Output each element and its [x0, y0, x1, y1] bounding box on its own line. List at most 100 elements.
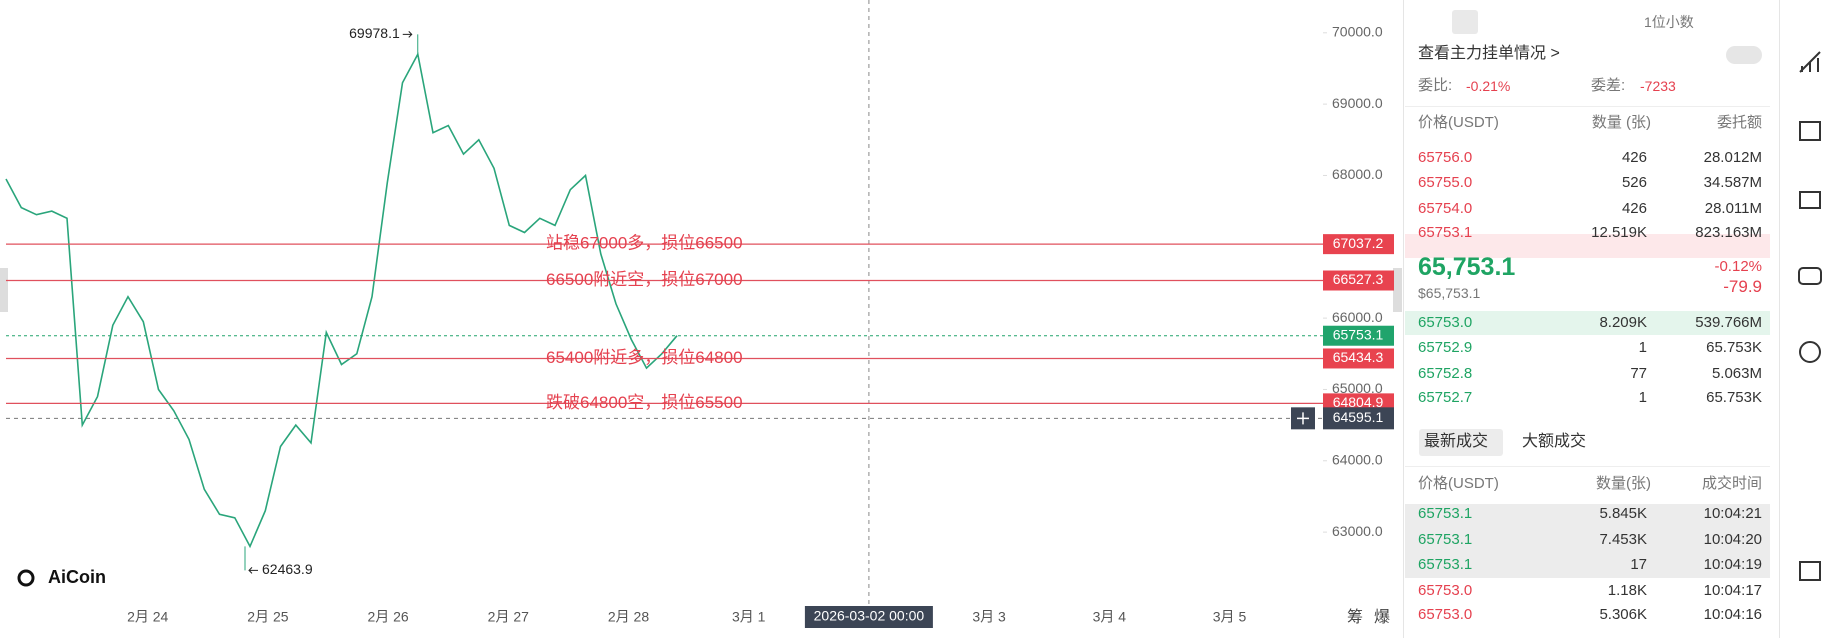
y-tick-label: 63000.0	[1332, 523, 1383, 539]
icon-layout[interactable]	[1799, 561, 1821, 581]
tab-active-bg	[1419, 429, 1503, 456]
panel-text: 10:04:20	[1703, 531, 1762, 548]
bottom-tab[interactable]: 爆	[1374, 607, 1390, 626]
panel-text: 65752.9	[1418, 339, 1473, 356]
sep	[1405, 106, 1770, 107]
panel-text: 10:04:19	[1703, 556, 1762, 573]
icon-etf[interactable]	[1799, 191, 1821, 209]
level-note: 65400附近多，损位64800	[546, 348, 743, 367]
crosshair-date-bg	[804, 606, 933, 628]
level-tag-bg	[1323, 234, 1394, 255]
panel-text: 10:04:17	[1703, 582, 1762, 599]
icon-chart[interactable]	[1799, 51, 1821, 73]
x-tick-label: 3月 4	[1093, 609, 1127, 625]
panel-text[interactable]: 查看主力挂单情况 >	[1418, 45, 1560, 62]
panel-text: 823.163M	[1695, 224, 1762, 241]
panel-text: 65753.1	[1418, 224, 1473, 241]
panel-text: -79.9	[1723, 277, 1762, 296]
panel-text: 数量 (张)	[1591, 114, 1651, 131]
panel-text: 委托额	[1716, 114, 1762, 131]
panel-text: 5.845K	[1599, 505, 1647, 522]
y-tick-label: 66000.0	[1332, 309, 1383, 325]
panel-text: 65752.8	[1418, 365, 1473, 382]
panel-text: 价格(USDT)	[1418, 114, 1499, 131]
icon-swap[interactable]	[1799, 341, 1821, 363]
bottom-tab[interactable]: 筹	[1347, 608, 1363, 626]
sidebar-icons	[1798, 51, 1822, 581]
toggle[interactable]	[1726, 46, 1762, 64]
panel-text: 77	[1630, 365, 1647, 382]
chart-bg	[0, 0, 1403, 638]
crosshair-date: 2026-03-02 00:00	[814, 608, 925, 624]
level-note: 66500附近空，损位67000	[546, 270, 743, 289]
panel-text: 34.587M	[1703, 174, 1762, 191]
panel-text: 65753.1	[1418, 531, 1473, 548]
low-label: 62463.9	[262, 561, 313, 577]
panel-text: -7233	[1640, 78, 1676, 94]
panel-text: 12.519K	[1591, 224, 1647, 241]
panel-text: 65752.7	[1418, 389, 1473, 406]
x-tick-label: 3月 3	[972, 609, 1006, 625]
panel-text: 65753.1	[1418, 556, 1473, 573]
level-tag-bg	[1323, 270, 1394, 291]
icon-bot[interactable]	[1798, 267, 1822, 285]
sep	[1405, 466, 1770, 467]
divider	[1403, 0, 1404, 638]
panel-text: 委比:	[1418, 77, 1453, 94]
level-tag: 64804.9	[1333, 394, 1384, 410]
panel-text: 65753.0	[1418, 314, 1473, 331]
panel-text[interactable]: 最新成交	[1424, 433, 1489, 450]
panel-text: 成交时间	[1701, 475, 1762, 492]
y-tick-label: 69000.0	[1332, 95, 1383, 111]
logo-icon	[17, 569, 35, 587]
panel-text: 28.012M	[1703, 149, 1762, 166]
level-tag: 65434.3	[1333, 349, 1384, 365]
panel-text: 65.753K	[1706, 389, 1762, 406]
trade-highlight	[1405, 504, 1770, 578]
x-tick-label: 3月 5	[1213, 609, 1247, 625]
x-tick-label: 2月 26	[367, 609, 408, 625]
level-note: 跌破64800空，损位65500	[546, 393, 743, 412]
panel-text[interactable]: 大额成交	[1522, 433, 1587, 450]
x-tick-label: 2月 24	[127, 609, 168, 625]
arrow	[248, 566, 258, 574]
panel-text: 5.306K	[1599, 606, 1647, 623]
plus-icon	[1297, 412, 1309, 425]
panel-text[interactable]: 1位小数	[1644, 14, 1694, 30]
panel-text: 数量(张)	[1596, 475, 1651, 492]
y-tick-label: 70000.0	[1332, 24, 1383, 40]
x-tick-label: 2月 28	[608, 609, 649, 625]
panel-text: -0.21%	[1466, 78, 1511, 94]
panel-text: 17	[1630, 556, 1647, 573]
x-tick-label: 2月 27	[488, 609, 529, 625]
panel-text: 10:04:21	[1703, 505, 1762, 522]
sidebar	[1779, 0, 1838, 638]
panel-text: 1	[1638, 389, 1647, 406]
collapse-handle[interactable]	[0, 268, 8, 312]
collapse-handle[interactable]	[1393, 268, 1402, 312]
panel-text: 65755.0	[1418, 174, 1473, 191]
panel-text: 价格(USDT)	[1418, 475, 1499, 492]
y-tick-label: 65000.0	[1332, 380, 1383, 396]
panel-text: 426	[1621, 149, 1647, 166]
current-tag: 65753.1	[1333, 326, 1384, 342]
high-label: 69978.1	[349, 25, 400, 41]
x-tick-label: 2月 25	[247, 609, 288, 625]
panel-text: -0.12%	[1714, 258, 1762, 275]
panel-text: 5.063M	[1711, 365, 1762, 382]
x-tick-label: 3月 1	[732, 609, 766, 625]
icon-kline[interactable]	[1799, 121, 1821, 141]
toolbar-active	[1452, 10, 1478, 34]
panel-text: 7.453K	[1599, 531, 1647, 548]
panel-text: 65753.0	[1418, 606, 1473, 623]
crosshair-tag: 64595.1	[1333, 409, 1384, 425]
arrow	[402, 31, 413, 38]
panel-text: 426	[1621, 200, 1647, 217]
panel-text: 539.766M	[1695, 314, 1762, 331]
panel-text: 1	[1638, 339, 1647, 356]
y-tick-label: 64000.0	[1332, 451, 1383, 467]
logo: AiCoin	[48, 567, 106, 587]
panel-text: 28.011M	[1704, 200, 1762, 217]
level-note: 站稳67000多，损位66500	[546, 234, 743, 253]
